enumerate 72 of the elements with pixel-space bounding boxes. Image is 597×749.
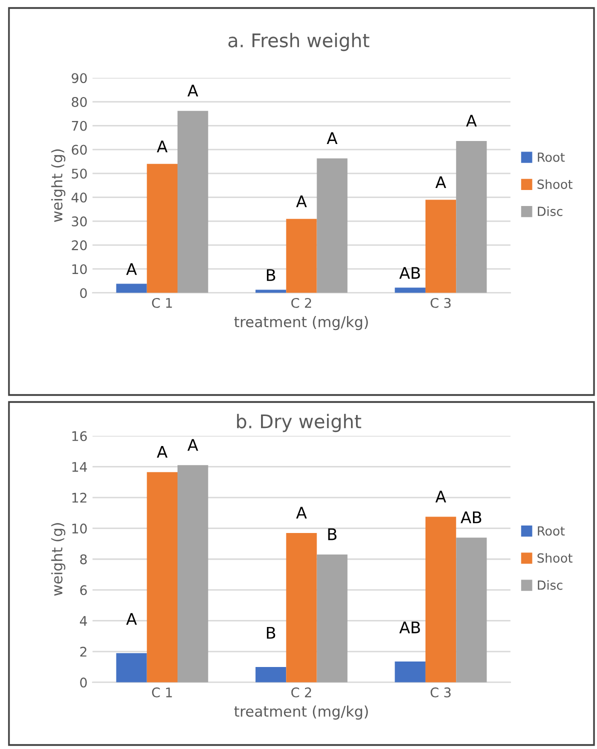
y-tick-label: 12: [72, 492, 86, 503]
legend-label: Shoot: [538, 553, 572, 563]
legend-label: Disc: [538, 580, 562, 590]
y-tick-label: 10: [72, 524, 87, 534]
y-tick-label: 4: [80, 616, 87, 626]
chart-title: a. Fresh weight: [228, 32, 370, 52]
annotation: A: [435, 176, 446, 188]
legend-label: Disc: [538, 206, 562, 216]
y-axis-title: weight (g): [51, 523, 66, 596]
bar: [256, 666, 286, 682]
y-tick-label: 50: [72, 168, 87, 179]
y-tick-label: 6: [80, 585, 87, 596]
annotation: AB: [399, 267, 420, 279]
legend-label: Root: [538, 526, 565, 536]
legend-label: Root: [538, 152, 565, 162]
x-tick-label: C 2: [291, 687, 312, 698]
x-tick-label: C 3: [430, 298, 451, 308]
x-axis-title: treatment (mg/kg): [234, 316, 368, 330]
y-tick-label: 0: [80, 288, 87, 298]
bar: [178, 465, 208, 682]
annotation: A: [435, 490, 446, 502]
y-tick-label: 2: [80, 646, 86, 657]
bar: [316, 158, 348, 293]
x-tick-label: C 1: [152, 298, 172, 308]
annotation: A: [126, 263, 137, 275]
annotation: B: [328, 528, 336, 540]
chart-title: b. Dry weight: [237, 414, 362, 432]
y-tick-label: 14: [72, 462, 87, 472]
annotation: B: [266, 269, 276, 281]
y-tick-label: 20: [72, 240, 87, 250]
annotation: A: [187, 84, 198, 96]
annotation: A: [156, 140, 168, 152]
y-tick-label: 10: [72, 264, 87, 274]
y-tick-label: 30: [72, 216, 87, 226]
annotation: A: [126, 613, 137, 625]
bar: [394, 662, 426, 682]
bar: [394, 288, 426, 293]
y-tick-label: 90: [72, 73, 87, 84]
bar: [286, 532, 317, 682]
annotation: A: [466, 114, 477, 127]
annotation: AB: [399, 622, 420, 634]
x-axis-title: treatment (mg/kg): [234, 706, 368, 720]
bar: [178, 110, 208, 293]
bar: [146, 164, 178, 293]
bar: [425, 516, 456, 682]
annotation: A: [187, 439, 198, 451]
bar: [456, 140, 487, 293]
annotation: A: [296, 196, 307, 208]
y-tick-label: 80: [72, 97, 87, 107]
bar: [116, 653, 147, 682]
annotation: B: [266, 626, 276, 639]
y-tick-label: 60: [72, 144, 87, 155]
legend-label: Shoot: [538, 179, 572, 190]
x-tick-label: C 1: [152, 687, 172, 698]
y-tick-label: 70: [72, 120, 87, 131]
annotation: A: [326, 132, 338, 144]
y-tick-label: 16: [72, 431, 87, 442]
x-tick-label: C 2: [291, 298, 312, 308]
y-tick-label: 0: [80, 678, 87, 688]
annotation: AB: [460, 511, 482, 524]
y-tick-label: 40: [72, 192, 87, 203]
y-axis-title: weight (g): [51, 149, 66, 222]
annotation: A: [156, 446, 168, 458]
x-tick-label: C 3: [430, 687, 451, 698]
annotation: A: [296, 506, 307, 519]
bar: [456, 538, 487, 682]
bar: [425, 200, 456, 293]
bar: [116, 284, 147, 293]
bar: [316, 554, 348, 682]
bar: [286, 218, 317, 293]
bar: [146, 472, 178, 682]
y-tick-label: 8: [80, 554, 87, 564]
